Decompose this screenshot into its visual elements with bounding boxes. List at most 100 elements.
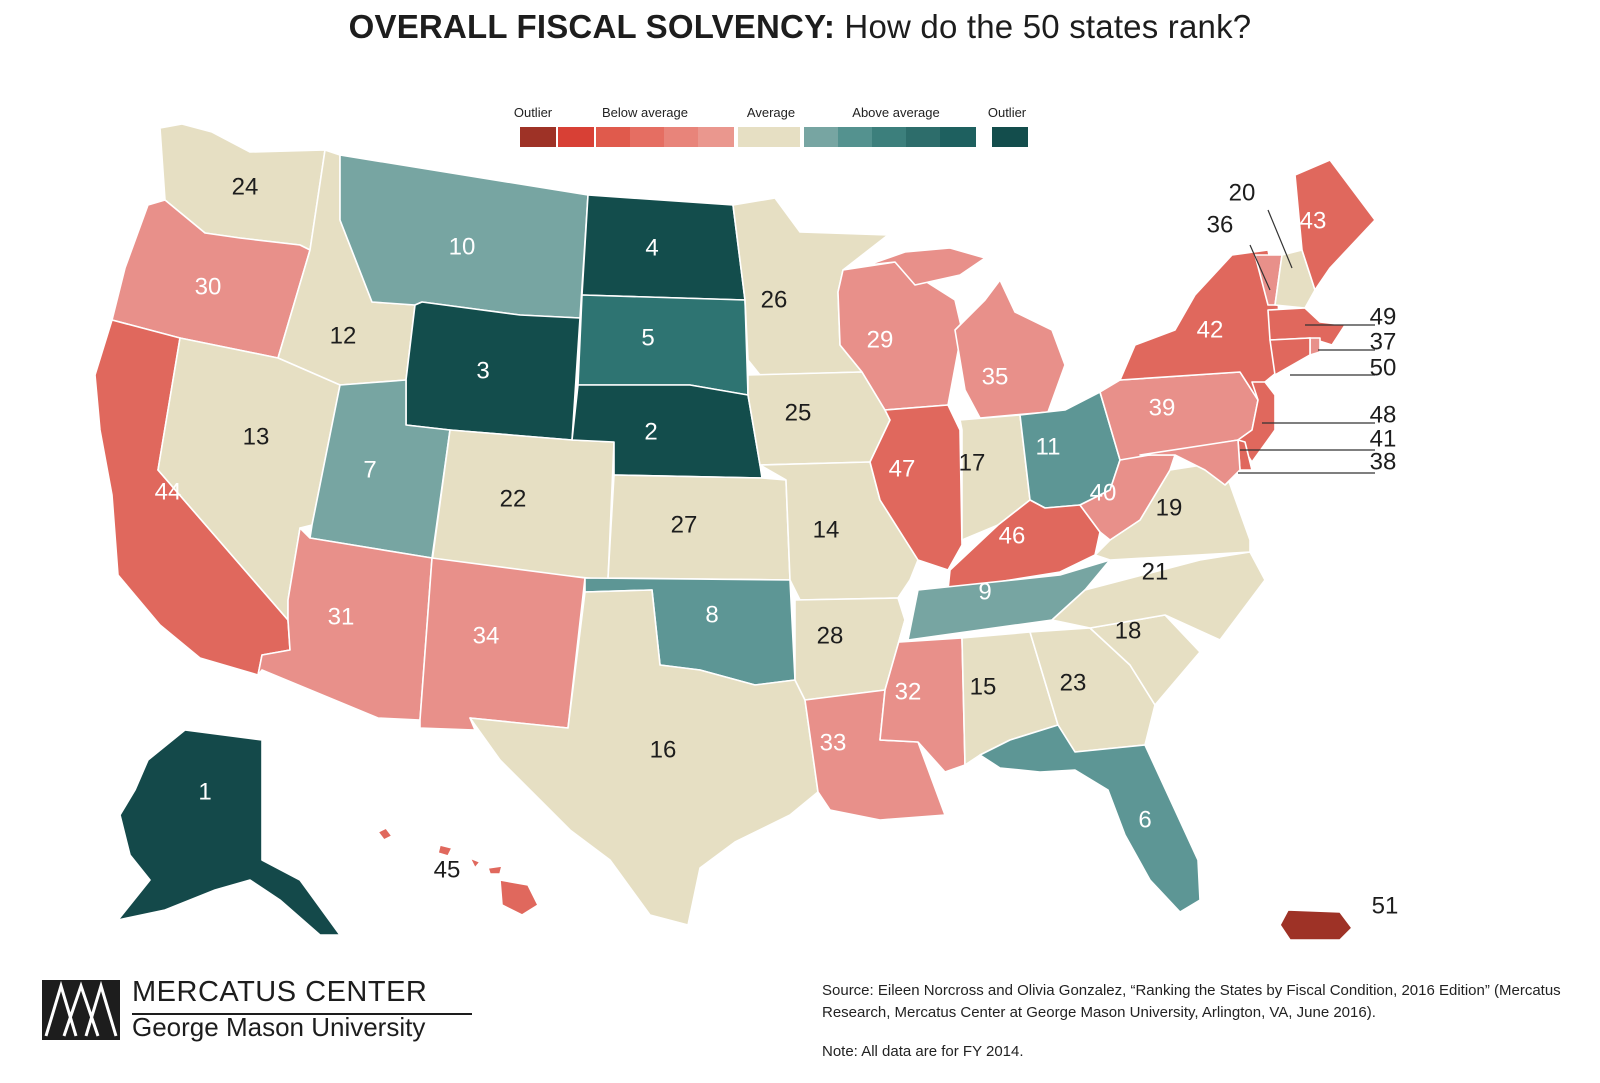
state-hi[interactable] (377, 827, 539, 916)
state-ia[interactable] (747, 371, 891, 466)
legend-label-average: Average (746, 105, 796, 120)
legend-swatch (906, 127, 940, 147)
callout-leader-lines (1238, 209, 1375, 474)
rank-label-mo: 14 (813, 517, 840, 544)
rank-label-id: 12 (330, 323, 357, 350)
rank-label-mn: 26 (761, 287, 788, 314)
rank-label-nj: 48 (1370, 402, 1397, 429)
rank-label-de: 41 (1370, 426, 1397, 453)
state-nd[interactable] (581, 194, 746, 301)
legend-swatch (992, 127, 1028, 147)
state-me[interactable] (1294, 159, 1376, 291)
rank-label-ny: 42 (1197, 317, 1224, 344)
rank-label-oh: 11 (1036, 434, 1061, 461)
legend: Outlier Below average Average Above aver… (514, 105, 1060, 150)
state-il[interactable] (869, 404, 963, 571)
state-tx[interactable] (469, 589, 819, 926)
rank-label-hi: 45 (434, 857, 461, 884)
rank-label-ut: 7 (363, 457, 376, 484)
logo-rule (132, 1013, 472, 1015)
rank-label-nc: 21 (1142, 559, 1169, 586)
mercatus-logo-icon (42, 980, 120, 1040)
rank-label-or: 30 (195, 274, 222, 301)
rank-label-ri: 37 (1370, 329, 1397, 356)
rank-label-nm: 34 (473, 623, 500, 650)
rank-label-ms: 32 (895, 679, 922, 706)
rank-label-wy: 3 (476, 358, 489, 385)
rank-label-al: 15 (970, 674, 997, 701)
rank-label-ak: 1 (198, 779, 211, 806)
state-sd[interactable] (577, 294, 749, 396)
title-bold: OVERALL FISCAL SOLVENCY: (348, 8, 836, 45)
rank-label-nh: 20 (1229, 180, 1256, 207)
rank-label-wi: 29 (867, 327, 894, 354)
title-rest: How do the 50 states rank? (835, 8, 1252, 45)
note-text: Note: All data are for FY 2014. (822, 1043, 1024, 1060)
state-ak[interactable] (117, 729, 341, 936)
legend-swatch (520, 127, 556, 147)
state-wi[interactable] (837, 261, 963, 411)
state-mi[interactable] (867, 247, 1066, 419)
legend-swatch (804, 127, 838, 147)
rank-label-nd: 4 (645, 235, 658, 262)
leader-vt (1249, 244, 1271, 291)
rank-label-sc: 18 (1115, 618, 1142, 645)
state-nj[interactable] (1237, 381, 1276, 463)
legend-label-below-average: Below average (602, 105, 688, 120)
source-text: Source: Eileen Norcross and Olivia Gonza… (822, 982, 1561, 1021)
state-ct[interactable] (1269, 337, 1311, 376)
rank-label-ct: 50 (1370, 355, 1397, 382)
legend-swatch (698, 127, 734, 147)
rank-label-ar: 28 (817, 623, 844, 650)
state-nm[interactable] (419, 557, 586, 731)
rank-label-tx: 16 (650, 737, 677, 764)
rank-label-ks: 27 (671, 512, 698, 539)
rank-label-vt: 36 (1207, 212, 1234, 239)
rank-label-ne: 2 (644, 419, 657, 446)
legend-swatch (664, 127, 698, 147)
legend-swatch (738, 127, 800, 147)
rank-label-ga: 23 (1060, 670, 1087, 697)
legend-swatch (596, 127, 630, 147)
leader-nh (1267, 209, 1293, 269)
rank-label-va: 19 (1156, 495, 1183, 522)
rank-label-ok: 8 (705, 602, 718, 629)
state-fl[interactable] (979, 724, 1201, 913)
rank-label-il: 47 (889, 456, 916, 483)
rank-label-mt: 10 (449, 234, 476, 261)
state-ri[interactable] (1309, 337, 1321, 356)
state-md[interactable] (1139, 439, 1241, 486)
rank-label-wv: 40 (1090, 480, 1117, 507)
state-pr[interactable] (1279, 909, 1353, 941)
map-title: OVERALL FISCAL SOLVENCY: How do the 50 s… (0, 8, 1600, 46)
rank-label-nv: 13 (243, 424, 270, 451)
legend-swatch (940, 127, 976, 147)
rank-label-in: 17 (959, 450, 986, 477)
state-co[interactable] (431, 429, 615, 581)
logo-university: George Mason University (132, 1012, 426, 1042)
rank-label-wa: 24 (232, 174, 259, 201)
rank-label-pr: 51 (1372, 893, 1399, 920)
state-nc[interactable] (1051, 551, 1266, 641)
rank-label-az: 31 (328, 604, 355, 631)
rank-label-ca: 44 (155, 479, 182, 506)
mercatus-logo: MERCATUS CENTER George Mason University (42, 976, 472, 1050)
rank-label-mi: 35 (982, 364, 1009, 391)
rank-label-me: 43 (1300, 208, 1327, 235)
rank-label-ky: 46 (999, 523, 1026, 550)
legend-label-above-average: Above average (852, 105, 940, 120)
state-nh[interactable] (1274, 249, 1316, 309)
state-ks[interactable] (607, 474, 791, 581)
legend-swatch (872, 127, 906, 147)
rank-label-fl: 6 (1138, 807, 1151, 834)
legend-label-outlier-low: Outlier (513, 105, 553, 120)
legend-label-outlier-high: Outlier (987, 105, 1027, 120)
logo-name: MERCATUS CENTER (132, 976, 428, 1008)
rank-label-co: 22 (500, 486, 527, 513)
state-wy[interactable] (405, 301, 581, 441)
state-wv[interactable] (1079, 454, 1176, 541)
rank-label-ma: 49 (1370, 304, 1397, 331)
legend-swatch (630, 127, 664, 147)
legend-swatch (838, 127, 872, 147)
